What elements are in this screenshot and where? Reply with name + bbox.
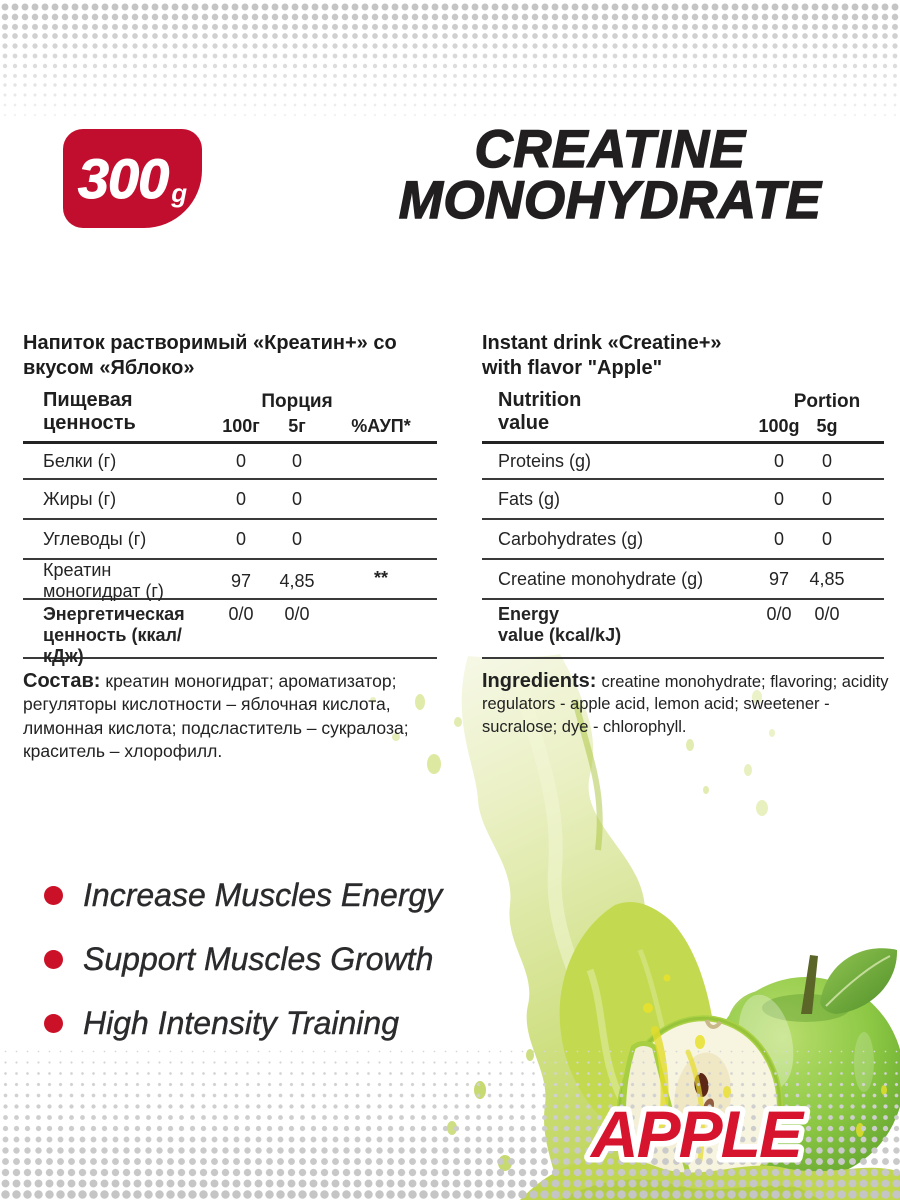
ingredients-label-ru: Состав: [23,669,101,692]
bullet-dot [44,885,63,905]
flavor-label: APPLE [583,1092,812,1177]
product-title: CREATINE MONOHYDRATE [330,120,890,230]
benefit-item: High Intensity Training [44,1001,442,1045]
ingredients-text-en: creatine monohydrate; flavoring; acidity… [482,672,889,736]
ingredients-label-en: Ingredients: [482,669,597,692]
halftone-bottom-pattern [0,1046,900,1200]
col-header-5g: 5g [816,416,838,436]
bullet-dot [44,949,63,969]
benefit-text: High Intensity Training [83,1004,399,1041]
ingredients-text-ru: креатин моногидрат; ароматизатор; регуля… [23,670,409,762]
table-row: Creatine monohydrate (g) 97 4,85 [482,558,884,598]
nutrition-table-ru: Пищевая ценность Порция 100г 5г %АУП* Бе… [23,389,437,666]
table-row: Proteins (g) 0 0 [482,441,884,478]
table-row: Углеводы (г) 0 0 [23,518,437,558]
apple-stem [801,955,818,1014]
benefit-text: Increase Muscles Energy [83,876,443,913]
table-header-en: Nutrition value Portion 100g 5g [498,389,861,436]
flavor-text: APPLE [589,1097,805,1171]
table-row: Белки (г) 0 0 [23,441,437,478]
portion-group-header: Порция [261,391,333,412]
table-row: Fats (g) 0 0 [482,478,884,518]
halftone-top-pattern [0,2,900,120]
table-row: Креатин моногидрат (г) 97 4,85 ** [23,558,437,601]
benefit-text: Support Muscles Growth [83,940,434,977]
table-row: Energy value (kcal/kJ) 0/0 0/0 [482,598,884,657]
table-row: Carbohydrates (g) 0 0 [482,518,884,558]
benefits-list: Increase Muscles Energy Support Muscles … [44,873,442,1065]
col-header-100g: 100g [758,416,800,436]
table-row: Энергетическая ценность (ккал/кДж) 0/0 0… [23,598,437,666]
ingredients-en: Ingredients: creatine monohydrate; flavor… [482,670,890,739]
nutrition-table-en: Nutrition value Portion 100g 5g Proteins… [482,389,884,659]
portion-group-header: Portion [793,391,861,412]
benefit-item: Support Muscles Growth [44,937,442,981]
apple-leaf [820,948,898,1014]
table-header-ru: Пищевая ценность Порция 100г 5г %АУП* [23,389,437,441]
col-header-100g: 100г [222,416,260,436]
benefit-item: Increase Muscles Energy [44,873,442,917]
ingredients-ru: Состав: креатин моногидрат; ароматизатор;… [23,670,433,764]
weight-unit: g [171,178,188,208]
table-row: Жиры (г) 0 0 [23,478,437,518]
title-line1: CREATINE [474,120,746,179]
col-header-5g: 5г [288,416,306,436]
product-description-ru: Напиток растворимый «Креатин+» со вкусом… [23,332,397,379]
product-description-en: Instant drink «Creatine+» with flavor "A… [482,332,722,379]
title-line2: MONOHYDRATE [398,171,822,230]
weight-value: 300 [77,147,169,211]
weight-badge: 300 g [63,129,202,228]
bullet-dot [44,1013,63,1033]
col-header-pct: %АУП* [351,416,411,436]
